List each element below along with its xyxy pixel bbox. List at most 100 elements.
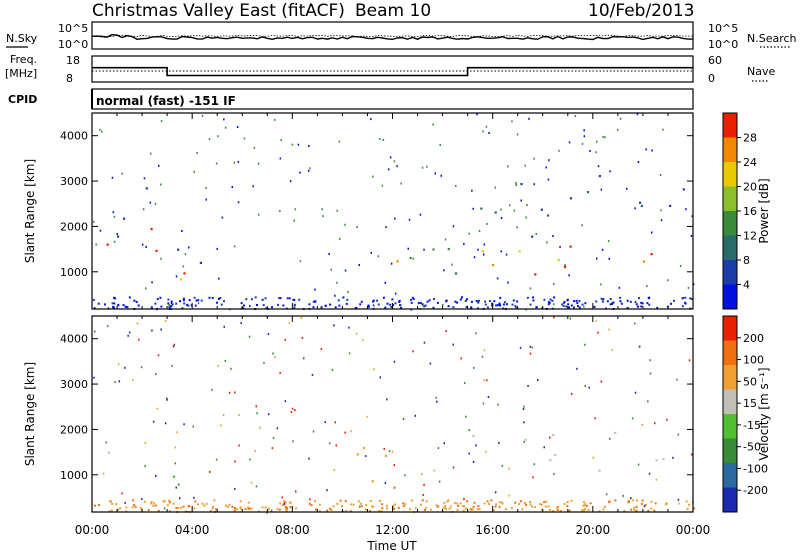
colorbar-segment [723,316,737,341]
echo-cell [326,489,328,492]
echo-cell [248,335,251,338]
echo-cell [201,502,204,505]
echo-cell [330,509,333,511]
echo-cell [498,441,500,444]
echo-cell [328,253,330,255]
echo-cell [257,213,260,216]
colorbar-tick-label: 4 [743,279,750,292]
echo-cell [584,503,587,505]
echo-cell [623,509,626,512]
echo-cell [583,135,586,138]
echo-cell [688,359,691,362]
echo-cell [494,491,497,494]
power-ylabel: Slant Range [km] [23,159,37,263]
echo-cell [410,298,412,301]
echo-cell [453,502,456,505]
echo-cell [106,325,109,328]
echo-cell [225,504,227,507]
echo-cell [384,281,386,284]
echo-cell [233,161,236,164]
echo-cell [170,305,173,308]
echo-cell [154,202,157,205]
echo-cell [267,413,270,416]
echo-cell [295,490,297,493]
echo-cell [424,304,427,307]
echo-cell [169,501,171,504]
echo-cell [170,302,173,304]
echo-cell [118,380,121,383]
echo-cell [371,480,374,483]
colorbar-segment [723,162,737,187]
echo-cell [602,298,605,301]
echo-cell [597,165,600,168]
echo-cell [611,303,613,305]
echo-cell [141,498,143,501]
echo-cell [533,463,536,466]
x-tick-label: 08:00 [275,523,310,537]
echo-cell [501,464,504,467]
echo-cell [279,297,282,300]
echo-cell [525,503,528,506]
colorbar-tick-label: -100 [743,462,768,475]
echo-cell [563,300,566,303]
echo-cell [301,336,304,339]
echo-cell [437,505,440,508]
echo-cell [543,446,545,449]
echo-cell [505,508,507,510]
echo-cell [480,207,483,210]
y-tick-label: 4000 [60,333,88,346]
echo-cell [250,481,253,484]
echo-cell [556,509,559,511]
echo-cell [150,501,153,504]
echo-cell [488,132,490,134]
nave-tick-top: 60 [708,54,722,67]
colorbar-tick-label: -50 [743,441,761,454]
echo-cell [483,502,486,505]
echo-cell [603,505,606,508]
echo-cell [322,215,324,218]
echo-cell [493,300,496,303]
echo-cell [283,503,286,505]
echo-cell [407,247,409,250]
echo-cell [233,509,236,512]
echo-cell [113,302,116,305]
echo-cell [581,142,584,145]
echo-cell [568,141,571,144]
echo-cell [337,299,340,302]
echo-cell [224,360,227,362]
echo-cell [638,345,641,348]
echo-cell [595,300,598,303]
echo-cell [640,301,643,304]
echo-cell [195,299,198,302]
echo-cell [100,130,103,133]
echo-cell [370,251,372,254]
echo-cell [664,503,667,506]
echo-cell [143,177,146,180]
echo-cell [168,499,171,502]
echo-cell [409,508,412,511]
echo-cell [386,507,389,510]
echo-cell [414,507,417,510]
echo-cell [379,376,381,379]
echo-cell [157,354,160,357]
echo-cell [122,304,125,307]
echo-cell [672,456,674,459]
echo-cell [224,126,227,129]
echo-cell [157,509,160,512]
echo-cell [667,279,669,282]
echo-cell [578,300,581,303]
echo-cell [452,343,454,346]
echo-cell [155,373,157,375]
echo-cell [167,298,170,301]
echo-cell [553,473,555,476]
echo-cell [372,175,374,178]
echo-cell [496,277,499,280]
colorbar-tick-label: 50 [743,375,757,388]
echo-cell [167,302,170,305]
echo-cell [144,441,147,444]
echo-cell [423,248,425,251]
echo-cell [93,504,96,507]
echo-cell [521,508,524,511]
echo-cell [168,510,171,512]
echo-cell [125,506,128,509]
